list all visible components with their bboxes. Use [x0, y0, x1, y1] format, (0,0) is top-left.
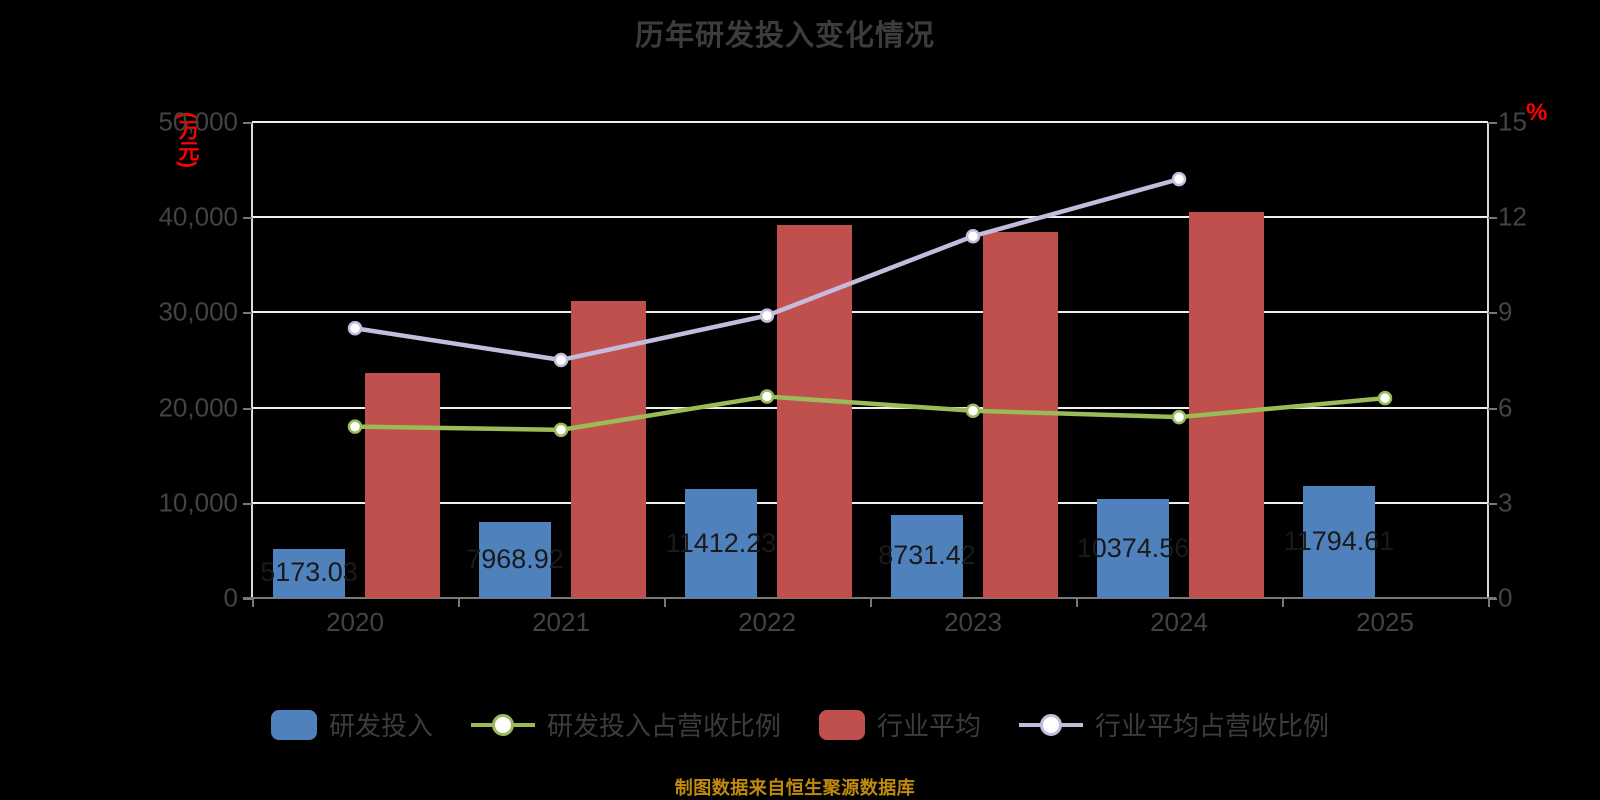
legend-line-marker-icon — [1019, 713, 1084, 736]
bar-value-label: 8731.42 — [878, 540, 976, 571]
chart-title: 历年研发投入变化情况 — [634, 20, 935, 52]
right-axis-line — [1487, 122, 1489, 598]
y-axis-tick-label: 10,000 — [158, 487, 238, 518]
gridline — [252, 501, 1488, 504]
line-data-marker — [1377, 390, 1393, 406]
y-axis-tick-label: 0 — [223, 582, 238, 613]
line-data-marker — [759, 389, 775, 404]
bar-value-label: 11412.23 — [665, 527, 777, 558]
legend-bar-swatch-icon — [819, 709, 865, 740]
rd-investment-bar — [685, 489, 757, 598]
legend-item: 行业平均 — [819, 706, 981, 743]
left-axis-tick — [243, 502, 252, 505]
y-axis-tick-label: 40,000 — [158, 201, 238, 232]
legend-label: 研发投入占营收比例 — [546, 711, 781, 741]
x-axis-tick — [1488, 599, 1490, 607]
industry-average-bar — [571, 300, 646, 598]
right-axis-unit-label: % — [1526, 99, 1548, 126]
industry-average-bar — [365, 373, 440, 598]
gridline — [252, 311, 1488, 314]
left-axis-tick — [243, 122, 252, 124]
left-axis-tick — [243, 312, 252, 315]
left-axis-unit-label: (万元) — [176, 112, 199, 168]
bar-value-label: 5173.03 — [260, 557, 358, 588]
right-axis-tick — [1488, 217, 1497, 220]
rd-investment-bar — [1097, 499, 1169, 598]
x-axis-tick — [1282, 599, 1284, 607]
left-axis-line — [251, 122, 253, 598]
industry-average-bar — [777, 224, 852, 598]
rd-investment-bar — [479, 522, 551, 598]
legend-item: 研发投入占营收比例 — [470, 706, 781, 743]
chart-legend: 研发投入 研发投入占营收比例 行业平均 行业平均占营收比例 — [0, 706, 1600, 743]
right-axis-tick — [1488, 502, 1497, 505]
line-data-marker — [1171, 409, 1187, 425]
x-axis-tick — [252, 599, 254, 607]
line-data-marker — [1171, 171, 1187, 187]
y-axis-tick-label: 9 — [1498, 296, 1513, 327]
x-axis-tick — [664, 599, 666, 607]
x-axis-tick — [1076, 599, 1078, 607]
x-axis-category-label: 2021 — [532, 607, 590, 637]
line-data-marker — [553, 352, 569, 368]
left-axis-tick — [243, 217, 252, 220]
y-axis-tick-label: 0 — [1498, 582, 1513, 613]
y-axis-tick-label: 20,000 — [158, 392, 238, 423]
industry-average-bar — [1189, 212, 1264, 598]
data-source-caption: 制图数据来自恒生聚源数据库 — [674, 778, 916, 798]
right-axis-tick — [1488, 598, 1497, 600]
right-axis-tick — [1488, 312, 1497, 315]
legend-item: 研发投入 — [270, 706, 433, 743]
legend-label: 研发投入 — [328, 711, 433, 741]
gridline — [252, 216, 1488, 219]
y-axis-tick-label: 6 — [1498, 392, 1513, 423]
x-axis-tick — [458, 599, 460, 607]
rd-investment-bar — [273, 548, 345, 598]
line-data-marker — [347, 419, 363, 434]
legend-label: 行业平均 — [877, 711, 982, 741]
y-axis-tick-label: 3 — [1498, 487, 1513, 518]
legend-item: 行业平均占营收比例 — [1019, 706, 1329, 743]
right-axis-tick — [1488, 407, 1497, 410]
y-axis-tick-label: 12 — [1498, 201, 1527, 232]
x-axis-category-label: 2025 — [1356, 607, 1414, 637]
x-axis-tick — [870, 599, 872, 607]
x-axis-category-label: 2020 — [326, 607, 384, 637]
bar-value-label: 7968.92 — [466, 544, 564, 575]
gridline — [252, 121, 1488, 123]
chart-plot-area: 5173.03 7968.92 11412.23 8731.42 10374.56 117… — [251, 121, 1489, 598]
y-axis-tick-label: 50,000 — [158, 106, 238, 137]
x-axis-category-label: 2024 — [1150, 607, 1208, 637]
bar-value-label: 11794.61 — [1283, 525, 1395, 556]
line-data-marker — [553, 422, 569, 438]
y-axis-tick-label: 15 — [1498, 106, 1527, 137]
rd-investment-bar — [891, 514, 963, 598]
left-axis-tick — [243, 407, 252, 410]
bar-value-label: 10374.56 — [1076, 532, 1190, 563]
line-data-marker — [347, 321, 363, 336]
x-axis-line — [243, 597, 1496, 599]
x-axis-category-label: 2022 — [738, 607, 796, 637]
y-axis-tick-label: 30,000 — [158, 296, 238, 327]
x-axis-category-label: 2023 — [944, 607, 1002, 637]
industry-average-bar — [983, 232, 1058, 598]
rd-investment-bar — [1303, 485, 1375, 598]
legend-label: 行业平均占营收比例 — [1095, 711, 1330, 741]
line-data-marker — [965, 228, 981, 244]
legend-bar-swatch-icon — [270, 709, 317, 740]
left-axis-tick — [243, 598, 252, 600]
right-axis-tick — [1488, 122, 1497, 124]
legend-line-marker-icon — [470, 713, 535, 736]
